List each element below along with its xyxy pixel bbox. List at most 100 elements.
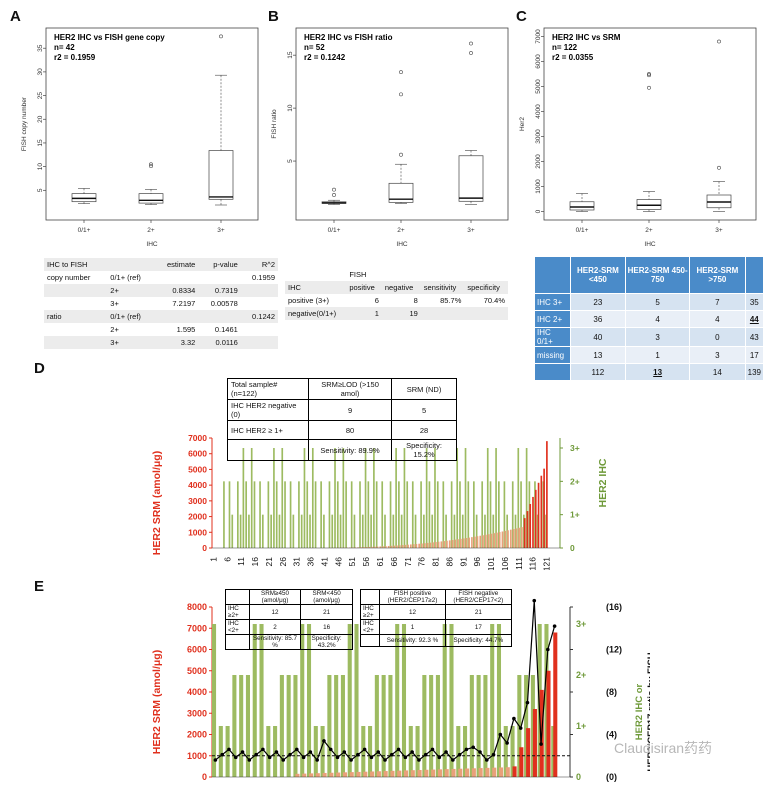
ihc-bar <box>281 448 284 548</box>
srm-bar <box>546 441 548 548</box>
x-tick-label: 31 <box>292 557 302 567</box>
ihc-bar <box>320 481 322 548</box>
ihc-bar <box>374 675 379 777</box>
ihc-bar <box>459 481 461 548</box>
panel-letter-d: D <box>34 360 45 377</box>
fish-ratio-point <box>498 732 503 737</box>
ihc-bar <box>239 675 244 777</box>
ihc-bar <box>245 481 247 548</box>
srm-bar <box>336 772 341 777</box>
table-cell: 3 <box>689 346 746 364</box>
ihc-bar <box>467 481 470 548</box>
table-cell: sensitivity <box>420 281 465 294</box>
box <box>636 199 662 210</box>
table-cell: 17 <box>444 619 513 635</box>
ihc-bar <box>248 514 250 548</box>
srm-bar <box>417 769 422 777</box>
y3-tick-label: (0) <box>606 772 617 782</box>
srm-bar <box>526 511 529 548</box>
srm-bar <box>532 496 534 548</box>
srm-bar <box>507 530 509 548</box>
table-cell: 44 <box>744 310 765 328</box>
srm-bar <box>342 772 348 777</box>
y-tick-label: 7000 <box>187 623 207 633</box>
x-tick-label: 16 <box>250 557 260 567</box>
ihc-bar <box>461 514 464 548</box>
ihc-bar <box>225 726 230 777</box>
srm-bar <box>454 539 457 548</box>
srm-bar <box>376 546 379 548</box>
table-cell: 6 <box>374 296 379 305</box>
table-row: IHC HER2 ≥ 1+ 80 28 <box>227 420 457 440</box>
table-cell <box>44 297 107 310</box>
ihc-bar <box>245 675 250 777</box>
ihc-bar <box>403 448 406 548</box>
srm-bar <box>515 528 518 548</box>
table-row: IHC positive negative sensitivity specificit… <box>285 281 508 294</box>
ihc-bar <box>406 481 409 548</box>
table-row: positive (3+) 6 8 85.7% 70.4% <box>285 294 508 307</box>
fish-ratio-point <box>518 726 523 730</box>
y-tick-label: 10 <box>287 104 294 112</box>
fish-ratio-point <box>484 758 489 762</box>
outlier-point <box>469 41 473 46</box>
table-cell: Specificity: 44.7% <box>444 634 513 647</box>
table-cell: 21 <box>300 604 353 620</box>
y-tick-label: 20 <box>37 115 44 123</box>
x-tick-label: 1 <box>208 557 218 562</box>
table-cell: 8 <box>413 296 418 305</box>
table-row: IHC HER2 negative (0) 9 5 <box>227 399 457 421</box>
ihc-bar <box>284 481 286 548</box>
srm-bar <box>429 542 432 548</box>
table-cell: FISH positive (HER2/CEP17≥2) <box>379 589 446 605</box>
ihc-bar <box>298 481 300 548</box>
table-cell <box>44 284 108 297</box>
srm-bar <box>443 541 445 548</box>
srm-bar <box>493 533 495 548</box>
ihc-bar <box>436 481 439 548</box>
y2-tick-label: 1+ <box>570 510 580 520</box>
ihc-bar <box>486 448 489 548</box>
ihc-bar <box>368 726 373 777</box>
ihc-bar <box>334 675 339 777</box>
table-cell: 5 <box>625 293 691 311</box>
table-cell: Total sample# (n=122) <box>227 378 309 400</box>
y-tick-label: 6000 <box>187 645 207 655</box>
table-cell <box>154 310 199 323</box>
box <box>138 193 164 204</box>
table-cell <box>240 284 278 297</box>
box <box>208 150 234 200</box>
y-tick-label: 4000 <box>188 480 207 490</box>
ihc-bar <box>511 481 514 548</box>
table-cell: 0.7319 <box>198 284 241 297</box>
srm-bar <box>384 546 387 548</box>
table-row: 2+ 0.8334 0.7319 <box>44 284 278 297</box>
srm-bar <box>363 771 368 777</box>
srm-bar <box>484 534 487 548</box>
table-cell: 0.1461 <box>214 325 238 334</box>
x-tick-label: 116 <box>528 557 538 570</box>
ihc-bar <box>449 624 454 777</box>
fish-ratio-point <box>410 750 414 754</box>
ihc-bar <box>517 448 520 548</box>
table-cell: SRM (ND) <box>391 378 457 400</box>
table-cell: IHC <box>285 281 347 294</box>
table-cell: 0/1+ (ref) <box>107 310 155 323</box>
table-row: FISH <box>285 268 508 281</box>
ihc-bar <box>481 481 484 548</box>
table-cell: specificity <box>464 281 508 294</box>
y-tick-label: 3000 <box>535 129 542 144</box>
x-tick-label: 6 <box>222 557 232 562</box>
x-tick-label: 2+ <box>147 227 155 234</box>
fish-ratio-point <box>254 752 258 757</box>
table-cell: R^2 <box>240 258 278 271</box>
chart-d: 0 1000 2000 3000 4000 5000 6000 7000 HER2 SRM (a… <box>151 433 609 570</box>
srm-bar <box>368 546 371 548</box>
outlier-point <box>399 70 403 75</box>
table-cell: 13 <box>625 363 691 381</box>
table-fish-contingency: FISH IHC positive negative sensitivity specif… <box>285 268 508 320</box>
y-tick-label: 3000 <box>187 708 207 718</box>
table-row: Sensitivity: 92.3 % Specificity: 44.7% <box>359 634 513 647</box>
srm-bar <box>537 482 540 548</box>
fish-ratio-point <box>417 758 421 762</box>
